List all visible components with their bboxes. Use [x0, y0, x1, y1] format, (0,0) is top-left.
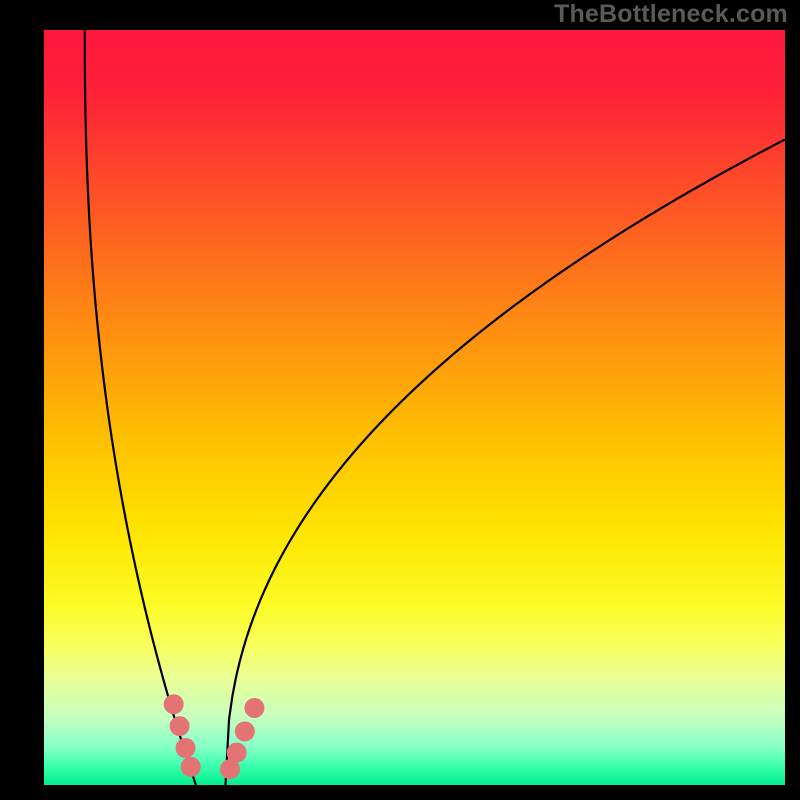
marker-left	[164, 694, 184, 714]
watermark-text: TheBottleneck.com	[554, 0, 788, 29]
curve-right	[226, 139, 785, 785]
chart-container: TheBottleneck.com	[0, 0, 800, 800]
marker-left	[170, 716, 190, 736]
marker-right	[227, 743, 247, 763]
curve-layer	[44, 30, 785, 785]
marker-right	[244, 698, 264, 718]
curve-left	[85, 30, 196, 785]
marker-left	[176, 738, 196, 758]
plot-area	[44, 30, 785, 785]
marker-right	[235, 721, 255, 741]
marker-left	[181, 757, 201, 777]
